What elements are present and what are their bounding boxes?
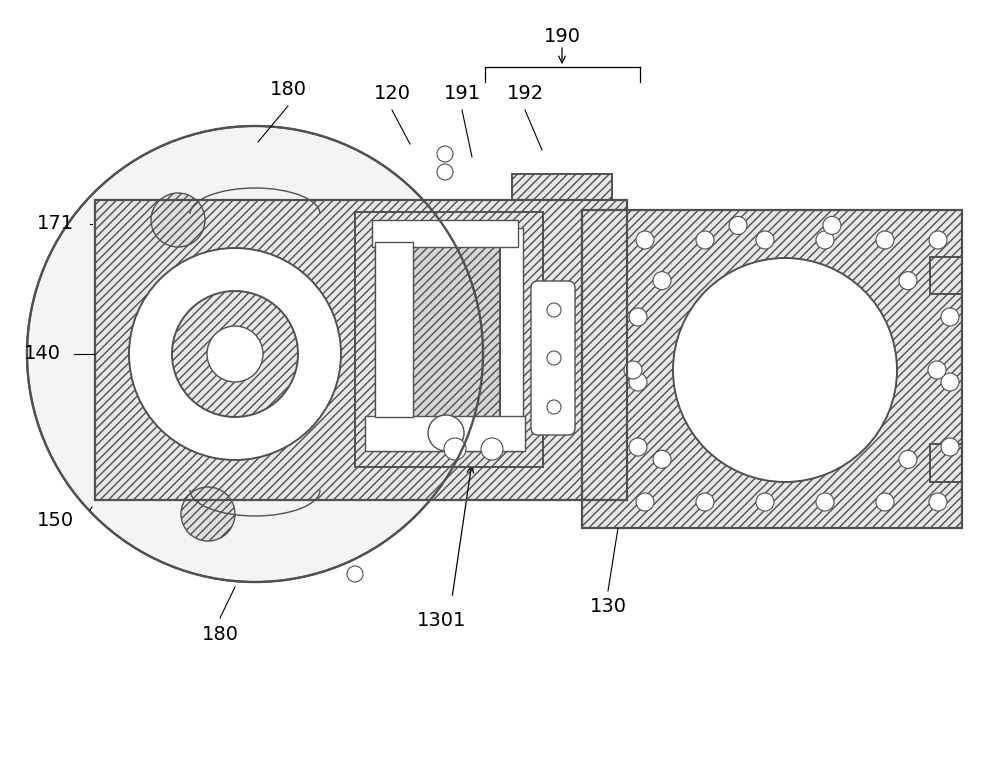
- Text: 192: 192: [506, 84, 544, 103]
- Circle shape: [636, 231, 654, 249]
- Circle shape: [347, 566, 363, 582]
- Circle shape: [172, 291, 298, 417]
- Circle shape: [653, 272, 671, 290]
- Circle shape: [941, 373, 959, 391]
- Circle shape: [729, 216, 747, 235]
- Circle shape: [823, 216, 841, 235]
- Circle shape: [696, 231, 714, 249]
- Text: 180: 180: [270, 80, 306, 100]
- Text: 130: 130: [590, 598, 626, 617]
- Circle shape: [181, 487, 235, 541]
- Text: 180: 180: [202, 625, 239, 644]
- Circle shape: [481, 438, 503, 460]
- Polygon shape: [930, 444, 962, 482]
- Bar: [582, 210, 962, 528]
- Polygon shape: [392, 247, 500, 437]
- Circle shape: [816, 231, 834, 249]
- Circle shape: [151, 193, 205, 247]
- Circle shape: [428, 415, 464, 451]
- Text: 191: 191: [443, 84, 481, 103]
- Circle shape: [444, 438, 466, 460]
- Circle shape: [629, 308, 647, 326]
- Circle shape: [756, 231, 774, 249]
- Text: 1301: 1301: [417, 611, 467, 629]
- FancyBboxPatch shape: [531, 281, 575, 435]
- Circle shape: [929, 231, 947, 249]
- Circle shape: [27, 126, 483, 582]
- Circle shape: [129, 248, 341, 460]
- Text: 150: 150: [36, 510, 74, 530]
- Bar: [365, 416, 525, 451]
- Polygon shape: [95, 200, 627, 500]
- Circle shape: [929, 493, 947, 511]
- Circle shape: [899, 272, 917, 290]
- Polygon shape: [930, 257, 962, 294]
- Circle shape: [636, 493, 654, 511]
- Circle shape: [653, 450, 671, 469]
- Circle shape: [547, 400, 561, 414]
- Circle shape: [816, 493, 834, 511]
- Bar: [372, 220, 518, 247]
- Text: 120: 120: [374, 84, 411, 103]
- Polygon shape: [582, 210, 962, 528]
- Circle shape: [547, 303, 561, 317]
- Circle shape: [876, 493, 894, 511]
- Bar: [95, 200, 627, 500]
- Circle shape: [876, 231, 894, 249]
- Circle shape: [673, 258, 897, 482]
- Circle shape: [437, 164, 453, 180]
- Circle shape: [437, 146, 453, 162]
- Circle shape: [547, 351, 561, 365]
- Text: 140: 140: [24, 344, 60, 364]
- Circle shape: [629, 438, 647, 456]
- Polygon shape: [355, 212, 543, 467]
- Bar: [375, 242, 413, 417]
- Circle shape: [207, 326, 263, 382]
- Circle shape: [696, 493, 714, 511]
- Circle shape: [928, 361, 946, 379]
- Circle shape: [941, 308, 959, 326]
- Text: 190: 190: [544, 28, 580, 46]
- Circle shape: [756, 493, 774, 511]
- Circle shape: [629, 373, 647, 391]
- Circle shape: [899, 450, 917, 469]
- Bar: [375, 228, 523, 451]
- Text: 171: 171: [36, 215, 74, 233]
- Polygon shape: [512, 174, 612, 200]
- Circle shape: [624, 361, 642, 379]
- Circle shape: [941, 438, 959, 456]
